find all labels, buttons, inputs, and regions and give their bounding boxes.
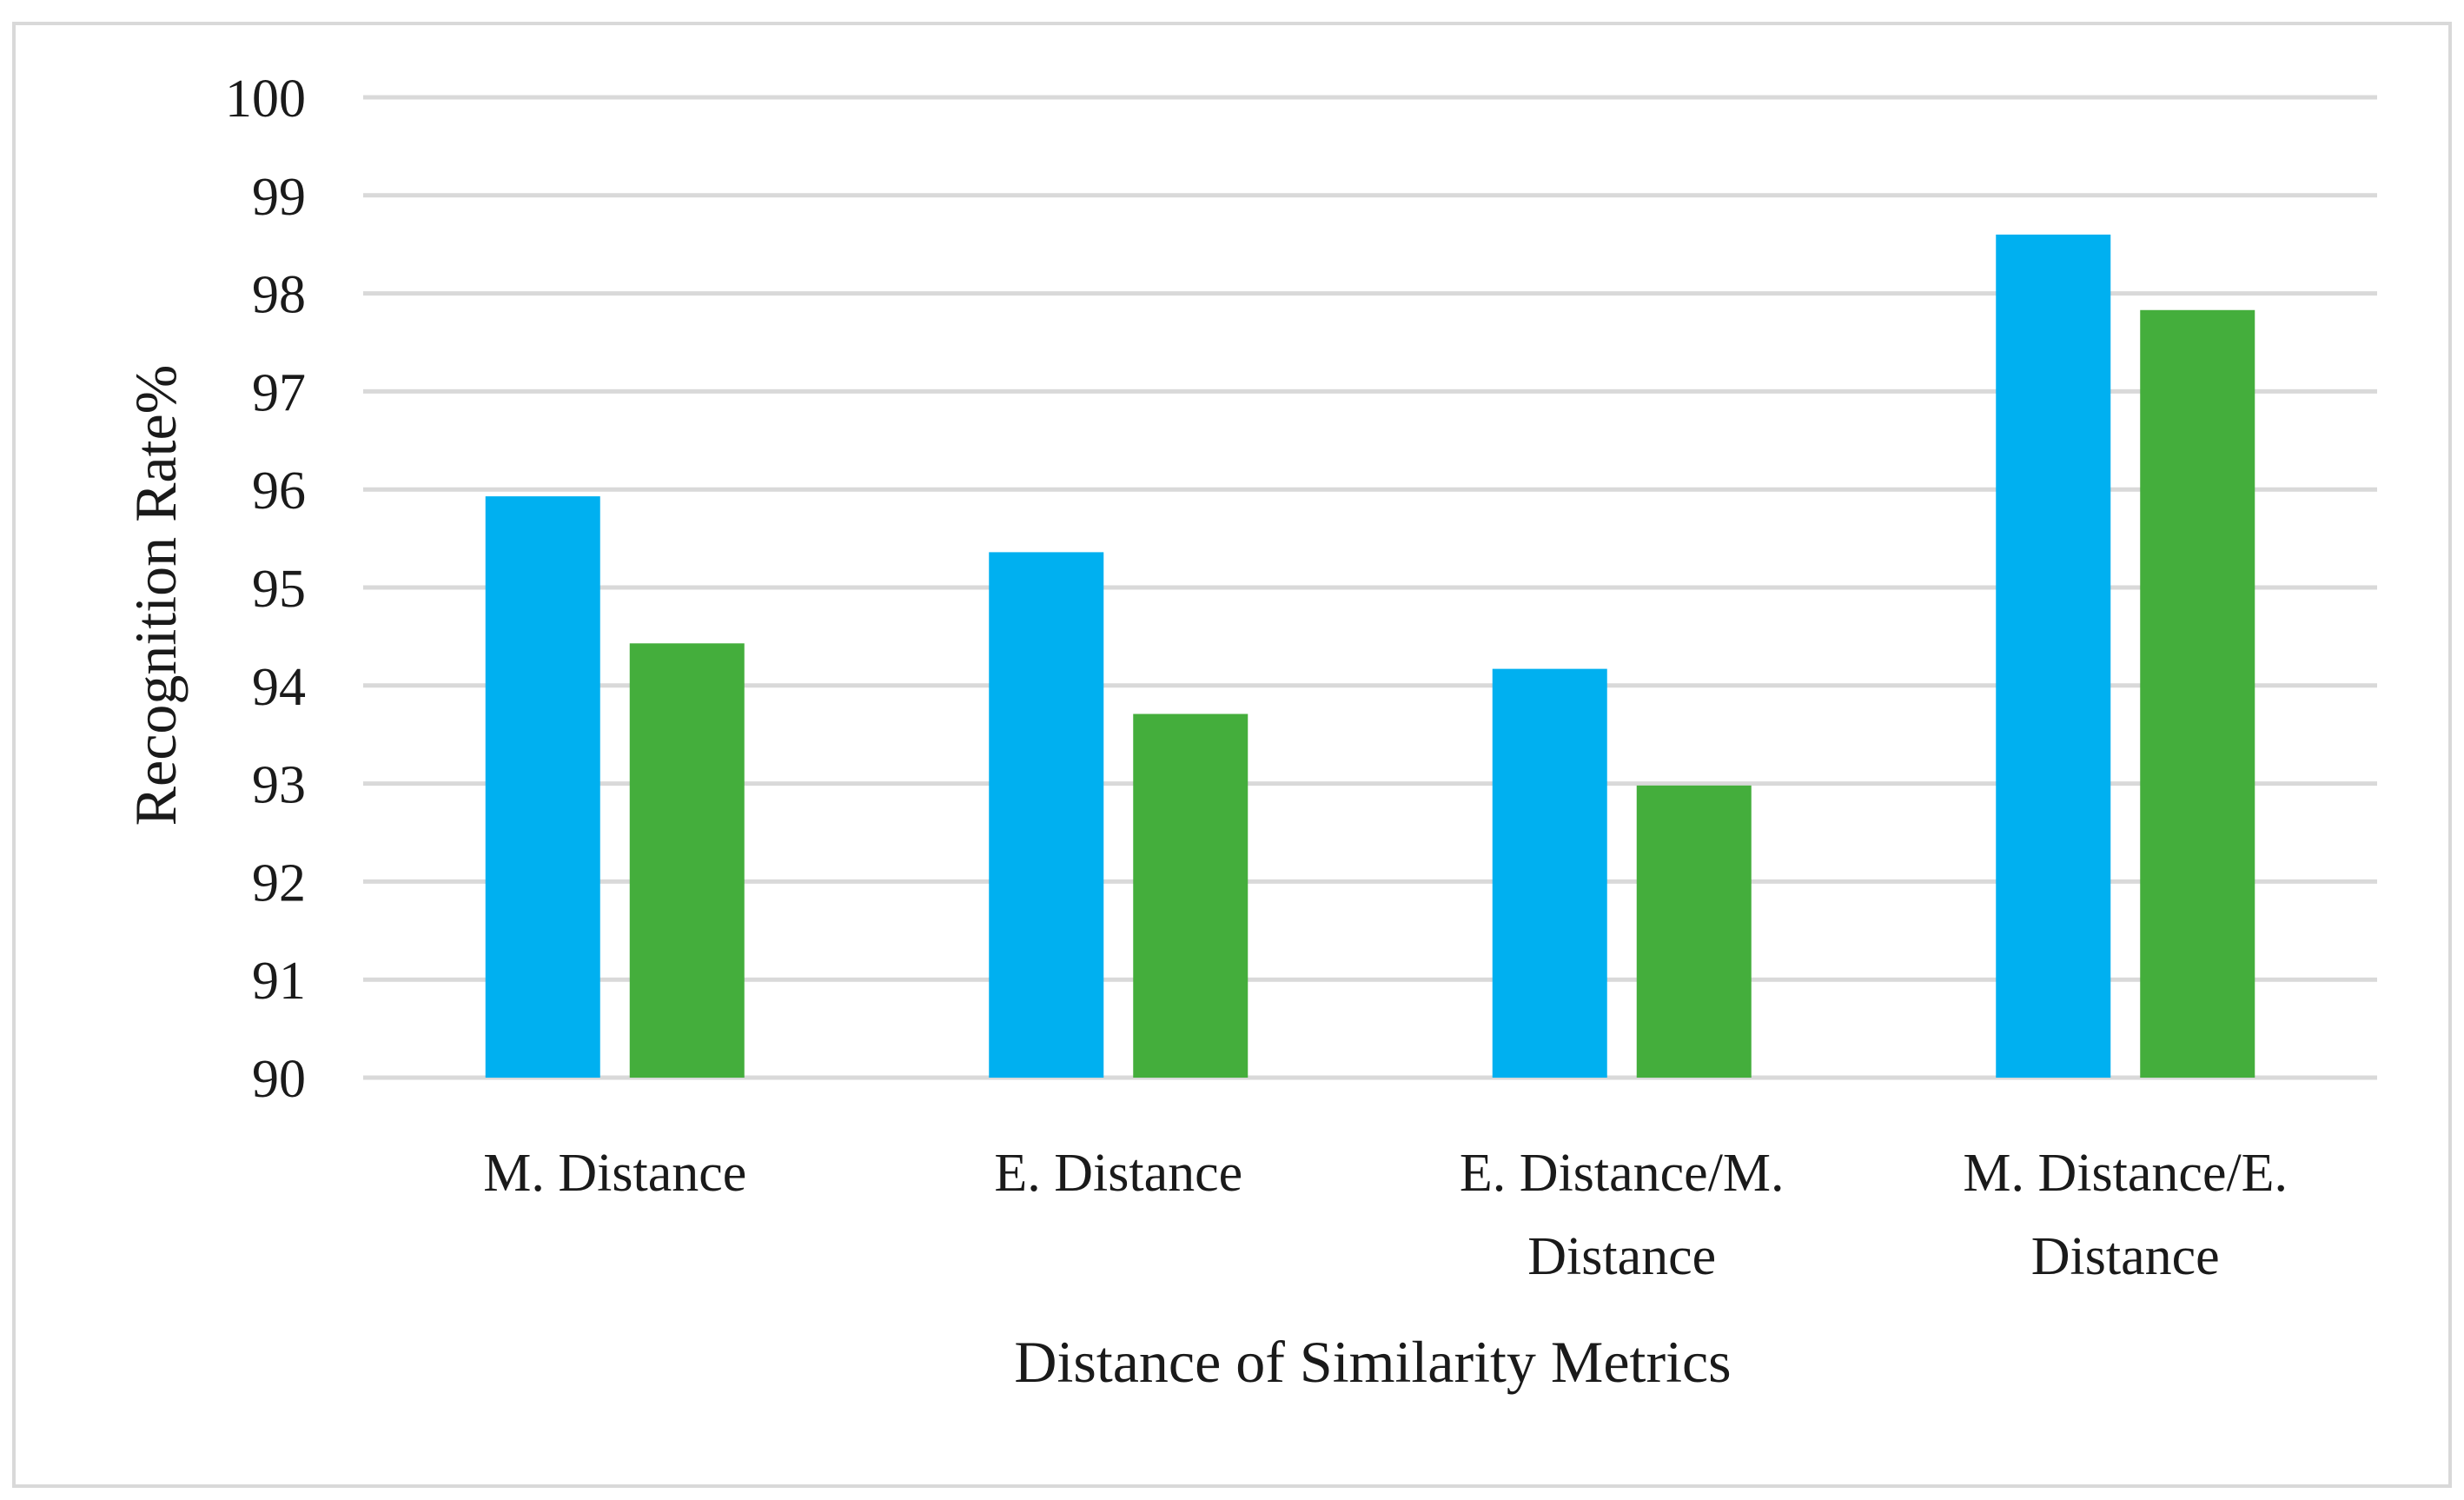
x-category-label-3-line-1: E. Distance/M. xyxy=(1460,1144,1785,1203)
bar-1-category-2 xyxy=(989,552,1104,1078)
bar-1-category-1 xyxy=(485,496,600,1078)
bar-2-category-3 xyxy=(1636,785,1752,1078)
y-axis-ticks: 90 91 92 93 94 95 96 97 98 99 100 xyxy=(225,70,306,1109)
x-category-label-2-line-1: E. Distance xyxy=(994,1144,1242,1203)
y-tick-label-93: 93 xyxy=(252,756,306,815)
y-tick-label-98: 98 xyxy=(252,266,306,325)
x-category-label-4-line-1: M. Distance/E. xyxy=(1963,1144,2288,1203)
y-tick-label-100: 100 xyxy=(225,70,306,129)
y-tick-label-90: 90 xyxy=(252,1050,306,1109)
bar-2-category-2 xyxy=(1133,713,1249,1078)
bar-1-category-3 xyxy=(1492,668,1607,1078)
y-tick-label-94: 94 xyxy=(252,658,306,717)
y-tick-label-92: 92 xyxy=(252,853,306,913)
bars xyxy=(485,234,2255,1078)
y-tick-label-97: 97 xyxy=(252,363,306,422)
y-tick-label-99: 99 xyxy=(252,168,306,227)
x-category-label-1-line-1: M. Distance xyxy=(483,1144,746,1203)
y-tick-label-96: 96 xyxy=(252,461,306,521)
x-category-label-4-line-2: Distance xyxy=(2031,1227,2220,1286)
y-axis-title: Recognition Rate% xyxy=(123,365,189,826)
x-axis-categories: M. Distance E. Distance E. Distance/M. Dist… xyxy=(483,1144,2288,1286)
bar-1-category-4 xyxy=(1996,234,2111,1078)
bar-2-category-1 xyxy=(629,643,745,1078)
y-tick-label-95: 95 xyxy=(252,560,306,619)
bar-2-category-4 xyxy=(2140,309,2255,1078)
x-category-label-3-line-2: Distance xyxy=(1527,1227,1716,1286)
x-axis-title: Distance of Similarity Metrics xyxy=(1014,1329,1731,1395)
y-tick-label-91: 91 xyxy=(252,952,306,1011)
